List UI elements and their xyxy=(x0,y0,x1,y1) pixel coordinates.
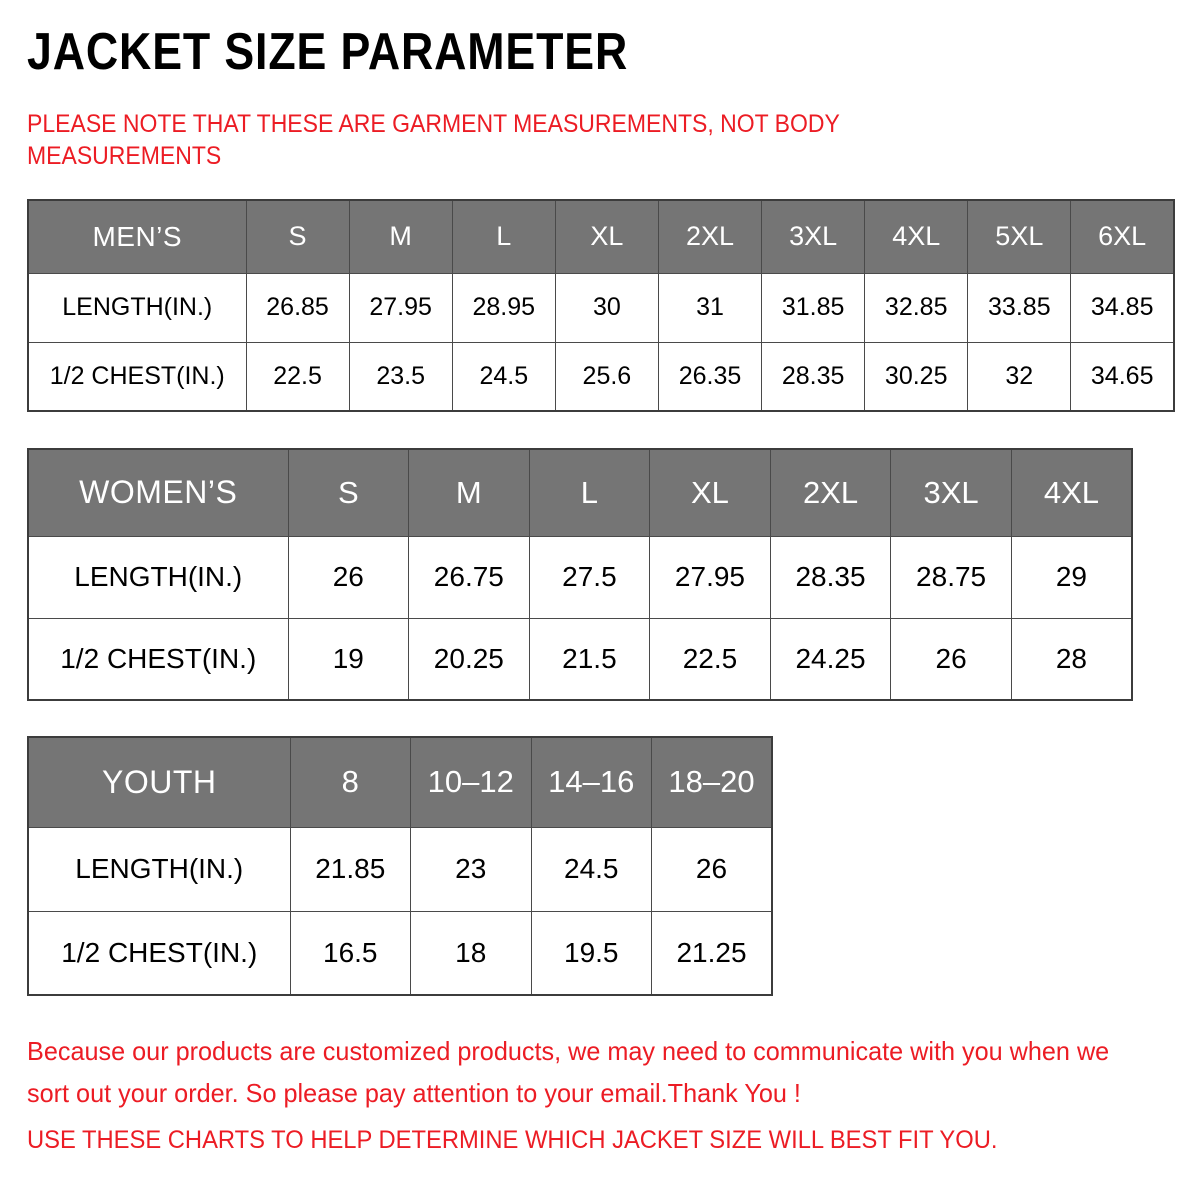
womens-size-header-2: M xyxy=(408,448,530,537)
mens-table-body: MEN’S S M L XL 2XL 3XL 4XL 5XL 6XL LENGTH(IN.) 26.8… xyxy=(27,199,1175,412)
youth-measurement-row: LENGTH(IN.) 21.85 23 24.5 26 xyxy=(27,826,773,912)
womens-value-r2-c6: 26 xyxy=(890,617,1012,701)
mens-size-table: MEN’S S M L XL 2XL 3XL 4XL 5XL 6XL LENGTH(IN.) 26.8… xyxy=(27,199,1175,412)
youth-size-header-2: 10–12 xyxy=(410,736,532,828)
mens-value-r1-c7: 32.85 xyxy=(864,272,969,343)
mens-size-header-2: M xyxy=(348,199,453,274)
youth-value-r2-c4: 21.25 xyxy=(651,910,773,996)
youth-value-r1-c3: 24.5 xyxy=(530,826,652,912)
womens-value-r2-c1: 19 xyxy=(287,617,410,701)
mens-value-r1-c8: 33.85 xyxy=(967,272,1072,343)
womens-value-r1-c7: 29 xyxy=(1010,535,1133,619)
mens-value-r1-c5: 31 xyxy=(657,272,763,343)
mens-value-r2-c2: 23.5 xyxy=(348,341,453,412)
womens-value-r1-c4: 27.95 xyxy=(649,535,771,619)
mens-value-r2-c3: 24.5 xyxy=(451,341,556,412)
womens-size-header-1: S xyxy=(287,448,410,537)
womens-value-r1-c5: 28.35 xyxy=(769,535,892,619)
mens-value-r1-c2: 27.95 xyxy=(348,272,453,343)
youth-value-r1-c1: 21.85 xyxy=(289,826,411,912)
womens-value-r2-c4: 22.5 xyxy=(649,617,771,701)
youth-size-header-4: 18–20 xyxy=(651,736,773,828)
mens-header-row: MEN’S S M L XL 2XL 3XL 4XL 5XL 6XL xyxy=(27,199,1175,274)
womens-value-r2-c2: 20.25 xyxy=(408,617,530,701)
mens-size-header-5: 2XL xyxy=(657,199,763,274)
womens-value-r1-c3: 27.5 xyxy=(528,535,651,619)
womens-size-header-7: 4XL xyxy=(1010,448,1133,537)
mens-value-r2-c9: 34.65 xyxy=(1070,341,1175,412)
womens-group-label: WOMEN’S xyxy=(27,448,289,537)
youth-size-header-3: 14–16 xyxy=(530,736,652,828)
mens-value-r1-c4: 30 xyxy=(554,272,659,343)
youth-table-body: YOUTH 8 10–12 14–16 18–20 LENGTH(IN.) 21.85 23 2… xyxy=(27,736,773,996)
youth-value-r1-c2: 23 xyxy=(410,826,532,912)
womens-value-r2-c7: 28 xyxy=(1010,617,1133,701)
mens-size-header-9: 6XL xyxy=(1070,199,1175,274)
mens-measurement-row: 1/2 CHEST(IN.) 22.5 23.5 24.5 25.6 26.35 28.35… xyxy=(27,341,1175,412)
mens-size-header-1: S xyxy=(245,199,350,274)
youth-measurement-row: 1/2 CHEST(IN.) 16.5 18 19.5 21.25 xyxy=(27,910,773,996)
womens-size-header-6: 3XL xyxy=(890,448,1012,537)
womens-value-r1-c6: 28.75 xyxy=(890,535,1012,619)
youth-value-r2-c2: 18 xyxy=(410,910,532,996)
mens-size-header-3: L xyxy=(451,199,556,274)
womens-measurement-row: LENGTH(IN.) 26 26.75 27.5 27.95 28.35 28.75 29 xyxy=(27,535,1133,619)
mens-value-r2-c8: 32 xyxy=(967,341,1072,412)
mens-value-r2-c7: 30.25 xyxy=(864,341,969,412)
mens-value-r1-c9: 34.85 xyxy=(1070,272,1175,343)
womens-table-body: WOMEN’S S M L XL 2XL 3XL 4XL LENGTH(IN.) 26 26.75 2… xyxy=(27,448,1133,701)
use-charts-note: USE THESE CHARTS TO HELP DETERMINE WHICH… xyxy=(27,1126,998,1154)
youth-size-table: YOUTH 8 10–12 14–16 18–20 LENGTH(IN.) 21.85 23 2… xyxy=(27,736,773,996)
mens-row-label-1: LENGTH(IN.) xyxy=(27,272,247,343)
mens-value-r2-c1: 22.5 xyxy=(245,341,350,412)
youth-size-header-1: 8 xyxy=(289,736,411,828)
youth-value-r1-c4: 26 xyxy=(651,826,773,912)
womens-value-r1-c1: 26 xyxy=(287,535,410,619)
youth-header-row: YOUTH 8 10–12 14–16 18–20 xyxy=(27,736,773,828)
mens-measurement-row: LENGTH(IN.) 26.85 27.95 28.95 30 31 31.85 32.85… xyxy=(27,272,1175,343)
mens-value-r1-c6: 31.85 xyxy=(761,272,866,343)
womens-size-header-3: L xyxy=(528,448,651,537)
mens-row-label-2: 1/2 CHEST(IN.) xyxy=(27,341,247,412)
womens-value-r2-c3: 21.5 xyxy=(528,617,651,701)
garment-measurement-disclaimer: PLEASE NOTE THAT THESE ARE GARMENT MEASU… xyxy=(27,110,840,170)
youth-group-label: YOUTH xyxy=(27,736,291,828)
mens-value-r1-c1: 26.85 xyxy=(245,272,350,343)
page-title: JACKET SIZE PARAMETER xyxy=(27,23,629,81)
womens-measurement-row: 1/2 CHEST(IN.) 19 20.25 21.5 22.5 24.25 26 28 xyxy=(27,617,1133,701)
mens-group-label: MEN’S xyxy=(27,199,247,274)
womens-row-label-2: 1/2 CHEST(IN.) xyxy=(27,617,289,701)
mens-value-r2-c6: 28.35 xyxy=(761,341,866,412)
womens-size-header-5: 2XL xyxy=(769,448,892,537)
womens-size-table: WOMEN’S S M L XL 2XL 3XL 4XL LENGTH(IN.) 26 26.75 2… xyxy=(27,448,1133,701)
mens-value-r2-c5: 26.35 xyxy=(657,341,763,412)
womens-value-r1-c2: 26.75 xyxy=(408,535,530,619)
womens-size-header-4: XL xyxy=(649,448,771,537)
womens-value-r2-c5: 24.25 xyxy=(769,617,892,701)
mens-value-r1-c3: 28.95 xyxy=(451,272,556,343)
youth-value-r2-c1: 16.5 xyxy=(289,910,411,996)
youth-value-r2-c3: 19.5 xyxy=(530,910,652,996)
mens-value-r2-c4: 25.6 xyxy=(554,341,659,412)
womens-row-label-1: LENGTH(IN.) xyxy=(27,535,289,619)
womens-header-row: WOMEN’S S M L XL 2XL 3XL 4XL xyxy=(27,448,1133,537)
mens-size-header-4: XL xyxy=(554,199,659,274)
mens-size-header-7: 4XL xyxy=(864,199,969,274)
customized-products-note: Because our products are customized prod… xyxy=(27,1036,1110,1108)
youth-row-label-1: LENGTH(IN.) xyxy=(27,826,291,912)
mens-size-header-6: 3XL xyxy=(761,199,866,274)
youth-row-label-2: 1/2 CHEST(IN.) xyxy=(27,910,291,996)
mens-size-header-8: 5XL xyxy=(967,199,1072,274)
